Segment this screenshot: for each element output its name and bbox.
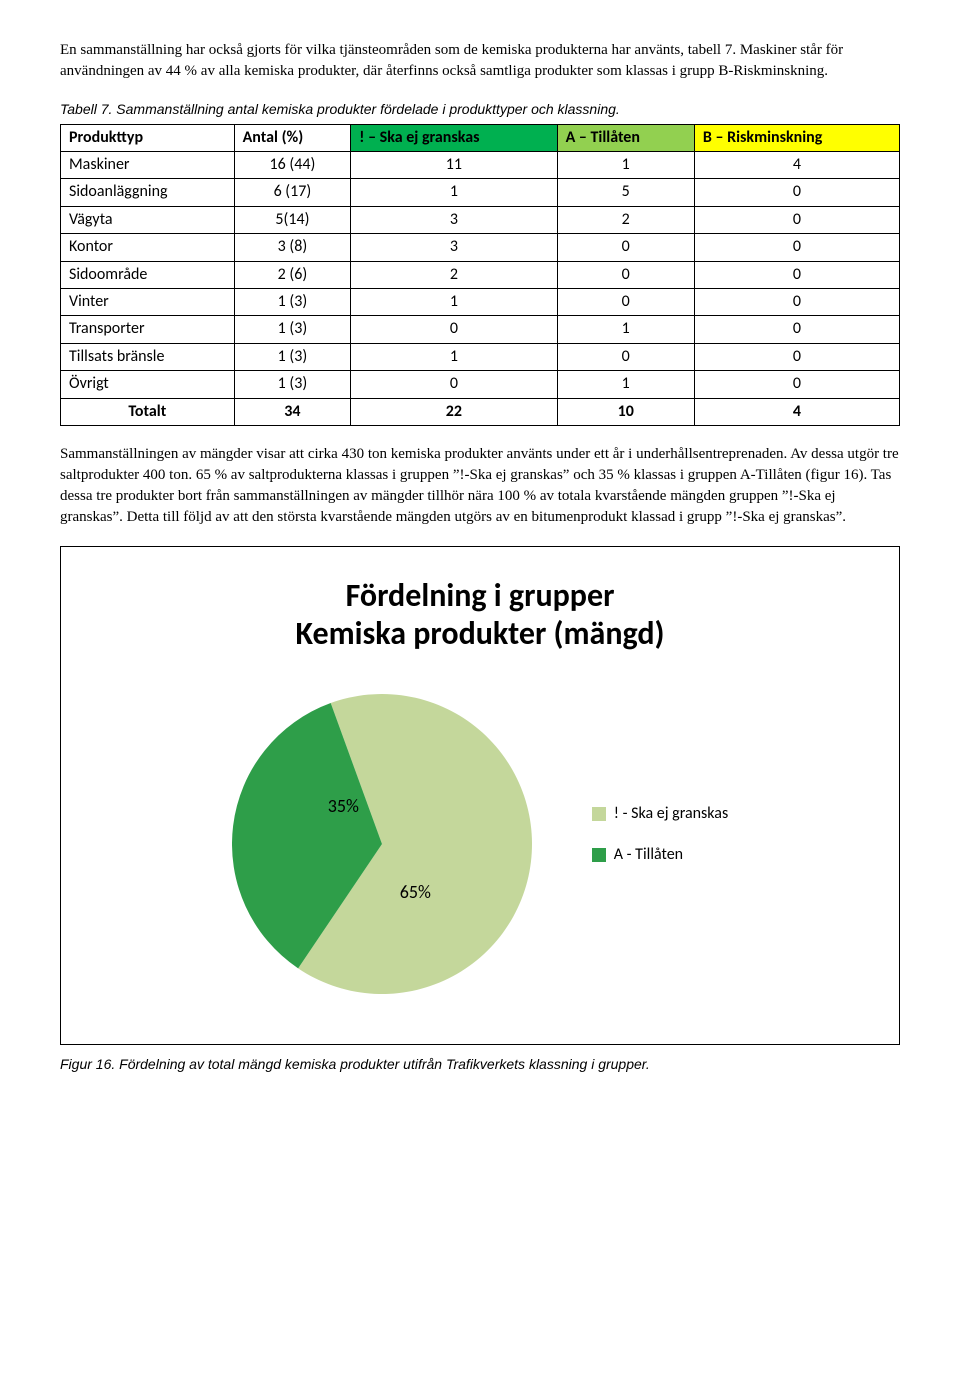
cell-ska: 11 [351, 151, 557, 178]
cell-a: 1 [557, 151, 694, 178]
cell-ska: 1 [351, 288, 557, 315]
table-row: Kontor3 (8)300 [61, 234, 900, 261]
cell-a: 2 [557, 206, 694, 233]
col-antal: Antal (%) [234, 124, 351, 151]
legend-label-tillaten: A - Tillåten [614, 844, 683, 866]
cell-b: 4 [694, 151, 899, 178]
table-header-row: Produkttyp Antal (%) ! – Ska ej granskas… [61, 124, 900, 151]
paragraph-intro: En sammanställning har också gjorts för … [60, 40, 900, 82]
cell-antal: 1 (3) [234, 343, 351, 370]
cell-b: 0 [694, 234, 899, 261]
cell-ska: 1 [351, 343, 557, 370]
legend-swatch-tillaten [592, 848, 606, 862]
cell-label: Övrigt [61, 371, 235, 398]
legend-item-tillaten: A - Tillåten [592, 844, 728, 866]
chart-legend: ! - Ska ej granskas A - Tillåten [592, 803, 728, 884]
cell-ska: 0 [351, 371, 557, 398]
cell-label: Transporter [61, 316, 235, 343]
cell-ska: 0 [351, 316, 557, 343]
cell-a: 1 [557, 371, 694, 398]
cell-b: 0 [694, 316, 899, 343]
pie-chart-frame: Fördelning i grupper Kemiska produkter (… [60, 546, 900, 1045]
product-table: Produkttyp Antal (%) ! – Ska ej granskas… [60, 124, 900, 426]
legend-item-ska: ! - Ska ej granskas [592, 803, 728, 825]
cell-b: 0 [694, 261, 899, 288]
pie-chart: 35% 65% [232, 694, 532, 994]
cell-ska: 2 [351, 261, 557, 288]
figure-caption: Figur 16. Fördelning av total mängd kemi… [60, 1055, 900, 1075]
col-ska-ej-granskas: ! – Ska ej granskas [351, 124, 557, 151]
cell-label: Sidoanläggning [61, 179, 235, 206]
cell-total-ska: 22 [351, 398, 557, 425]
cell-antal: 1 (3) [234, 288, 351, 315]
cell-antal: 1 (3) [234, 316, 351, 343]
cell-antal: 5(14) [234, 206, 351, 233]
pie-label-35: 35% [328, 794, 359, 819]
table-row: Sidoanläggning6 (17)150 [61, 179, 900, 206]
cell-antal: 2 (6) [234, 261, 351, 288]
cell-b: 0 [694, 371, 899, 398]
cell-a: 5 [557, 179, 694, 206]
cell-ska: 3 [351, 234, 557, 261]
cell-antal: 1 (3) [234, 371, 351, 398]
chart-title-line2: Kemiska produkter (mängd) [296, 614, 665, 653]
cell-label: Sidoområde [61, 261, 235, 288]
cell-ska: 1 [351, 179, 557, 206]
table-row: Vinter1 (3)100 [61, 288, 900, 315]
cell-total-a: 10 [557, 398, 694, 425]
cell-total-antal: 34 [234, 398, 351, 425]
cell-a: 0 [557, 343, 694, 370]
table-row: Vägyta5(14)320 [61, 206, 900, 233]
table-row-total: Totalt3422104 [61, 398, 900, 425]
col-a-tillaten: A – Tillåten [557, 124, 694, 151]
cell-total-b: 4 [694, 398, 899, 425]
cell-a: 0 [557, 261, 694, 288]
cell-label: Vägyta [61, 206, 235, 233]
cell-antal: 3 (8) [234, 234, 351, 261]
cell-b: 0 [694, 179, 899, 206]
cell-ska: 3 [351, 206, 557, 233]
cell-a: 1 [557, 316, 694, 343]
legend-swatch-ska [592, 807, 606, 821]
chart-title-line1: Fördelning i grupper [346, 576, 615, 615]
table-row: Tillsats bränsle1 (3)100 [61, 343, 900, 370]
cell-a: 0 [557, 234, 694, 261]
table-row: Maskiner16 (44)1114 [61, 151, 900, 178]
table-row: Transporter1 (3)010 [61, 316, 900, 343]
cell-label: Maskiner [61, 151, 235, 178]
table-row: Övrigt1 (3)010 [61, 371, 900, 398]
chart-title: Fördelning i grupper Kemiska produkter (… [81, 577, 879, 654]
cell-total-label: Totalt [61, 398, 235, 425]
cell-antal: 16 (44) [234, 151, 351, 178]
cell-label: Tillsats bränsle [61, 343, 235, 370]
cell-a: 0 [557, 288, 694, 315]
paragraph-summary: Sammanställningen av mängder visar att c… [60, 444, 900, 528]
table-row: Sidoområde2 (6)200 [61, 261, 900, 288]
cell-b: 0 [694, 288, 899, 315]
col-b-riskminskning: B – Riskminskning [694, 124, 899, 151]
cell-label: Kontor [61, 234, 235, 261]
cell-label: Vinter [61, 288, 235, 315]
table-caption: Tabell 7. Sammanställning antal kemiska … [60, 100, 900, 120]
cell-b: 0 [694, 343, 899, 370]
pie-label-65: 65% [400, 880, 431, 905]
legend-label-ska: ! - Ska ej granskas [614, 803, 728, 825]
cell-b: 0 [694, 206, 899, 233]
col-produkttyp: Produkttyp [61, 124, 235, 151]
cell-antal: 6 (17) [234, 179, 351, 206]
